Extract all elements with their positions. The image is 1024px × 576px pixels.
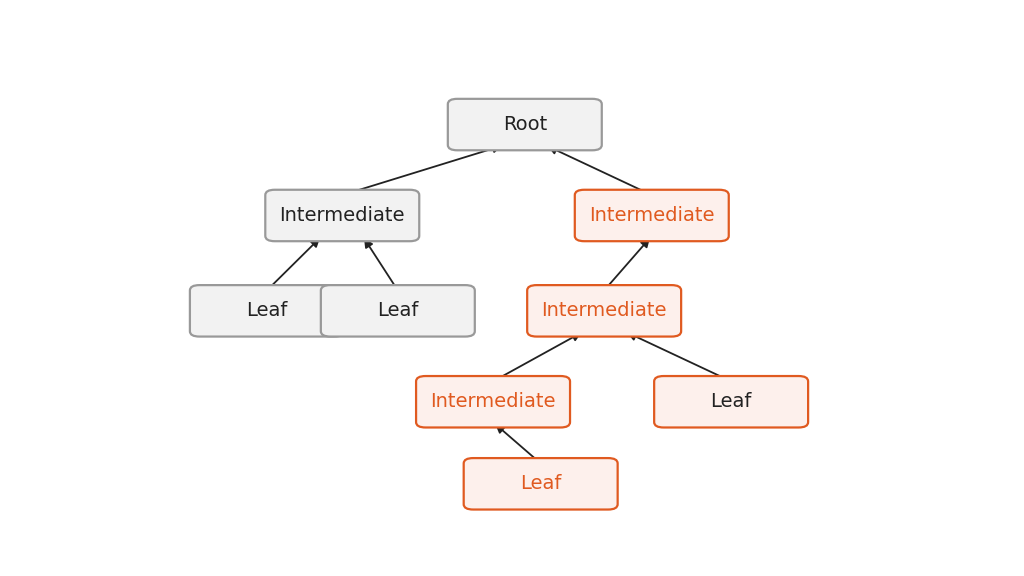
FancyBboxPatch shape xyxy=(464,458,617,510)
Text: Root: Root xyxy=(503,115,547,134)
FancyBboxPatch shape xyxy=(189,285,344,336)
Text: Intermediate: Intermediate xyxy=(542,301,667,320)
FancyBboxPatch shape xyxy=(447,99,602,150)
FancyBboxPatch shape xyxy=(416,376,570,427)
FancyBboxPatch shape xyxy=(321,285,475,336)
FancyBboxPatch shape xyxy=(654,376,808,427)
Text: Leaf: Leaf xyxy=(711,392,752,411)
Text: Intermediate: Intermediate xyxy=(280,206,406,225)
Text: Intermediate: Intermediate xyxy=(589,206,715,225)
Text: Intermediate: Intermediate xyxy=(430,392,556,411)
Text: Leaf: Leaf xyxy=(377,301,419,320)
FancyBboxPatch shape xyxy=(574,190,729,241)
Text: Leaf: Leaf xyxy=(520,474,561,493)
FancyBboxPatch shape xyxy=(527,285,681,336)
Text: Leaf: Leaf xyxy=(246,301,288,320)
FancyBboxPatch shape xyxy=(265,190,419,241)
